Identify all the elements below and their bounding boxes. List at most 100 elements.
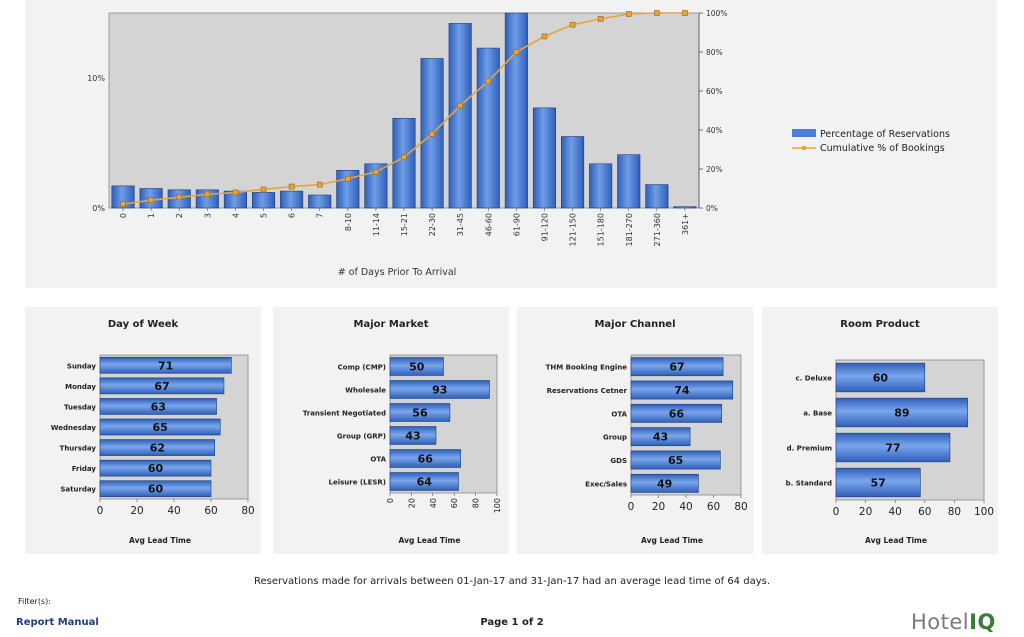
x-tick-label-61-90: 61-90 [512,213,521,236]
x-tick-label: 40 [167,505,180,517]
bar-7 [308,194,332,209]
cumulative-point-361+ [682,10,688,16]
x-tick-label-271-360: 271-360 [653,213,662,246]
right-axis-tick-label: 40% [706,126,723,135]
bar-value-label: 71 [158,359,173,372]
bar-6 [280,190,304,209]
filters-label: Filter(s): [18,597,51,606]
bar-value-label: 93 [432,384,447,397]
cumulative-point-271-360 [654,10,660,16]
x-tick-label: 80 [472,498,481,508]
cumulative-point-121-150 [569,21,576,28]
x-tick-label: 0 [833,506,840,518]
bar-value-label: 60 [148,483,164,496]
bar-value-label: 66 [669,407,685,420]
x-tick-label-0: 0 [119,213,128,218]
report-manual-link[interactable]: Report Manual [16,617,99,628]
x-tick-label: 60 [707,501,720,513]
major-channel-panel: Major Channel 67 THM Booking Engine 74 Reser… [517,307,753,554]
bar-Leisure (LESR) [389,472,459,491]
bar-5 [251,192,276,209]
x-tick-label-2: 2 [175,213,184,218]
day-of-week-chart: Day of Week 71 Sunday 67 Monday 63 Tuesday 65 We… [51,319,255,545]
bar-Friday [99,459,212,477]
x-tick-label-361+: 361+ [681,213,690,235]
hoteliq-logo: HotelIQ [911,610,996,634]
bar-GDS [630,450,721,470]
bar-value-label: 60 [148,462,164,475]
category-label: Exec/Sales [585,480,627,488]
right-axis-tick-label: 20% [706,165,723,174]
category-label: Group (GRP) [337,433,386,441]
x-tick-label: 60 [204,505,217,517]
category-label: Wholesale [345,387,386,395]
bar-Reservations Cetner [630,380,734,400]
bar-Group [630,427,691,447]
cumulative-point-7 [316,181,323,188]
x-tick-label: 100 [493,498,502,513]
bar-value-label: 43 [405,430,420,443]
x-tick-label: 20 [859,506,872,518]
x-tick-label-5: 5 [260,213,269,218]
category-label: Reservations Cetner [547,387,628,395]
major-market-panel: Major Market 50 Comp (CMP) 93 Wholesale 56 Tra… [273,307,509,554]
bar-value-label: 56 [412,407,428,420]
right-axis-tick-label: 100% [706,9,727,18]
x-tick-label-4: 4 [231,213,240,218]
bar-Wholesale [389,380,490,399]
logo-iq-text: IQ [969,610,996,634]
cumulative-point-31-45 [457,102,463,109]
plot-area [389,354,498,494]
category-label: Tuesday [64,403,96,411]
cumulative-point-8-10 [345,175,351,182]
x-tick-label-91-120: 91-120 [540,213,549,241]
category-label: Thursday [60,445,97,453]
bar-value-label: 60 [873,372,889,385]
bar-Monday [99,377,225,395]
category-label: OTA [370,456,386,464]
page-number: Page 1 of 2 [480,617,544,628]
day-of-week-panel: Day of Week 71 Sunday 67 Monday 63 Tuesday 65 We… [25,307,261,554]
bar-271-360 [645,184,669,209]
bar-Sunday [99,356,232,374]
left-axis-tick-label: 0% [92,204,105,213]
cumulative-point-46-60 [485,78,492,85]
x-tick-label: 80 [241,505,254,517]
cumulative-point-4 [232,189,239,196]
x-tick-label-7: 7 [316,213,325,218]
bar-value-label: 67 [669,361,684,374]
bar-Transient Negotiated [389,403,451,422]
legend-line-label: Cumulative % of Bookings [820,143,945,154]
x-axis-label: Avg Lead Time [865,536,927,545]
cumulative-point-2 [176,194,183,201]
bar-181-270 [617,154,641,209]
x-tick-label: 20 [130,505,143,517]
logo-hotel-text: Hotel [911,610,970,634]
x-tick-label: 20 [652,501,665,513]
category-label: Monday [65,383,96,391]
bar-c. Deluxe [835,362,926,393]
x-tick-label: 0 [97,505,104,517]
chart-title: Day of Week [108,319,179,330]
x-tick-label-8-10: 8-10 [344,213,353,231]
category-label: GDS [610,457,627,465]
bar-OTA [630,403,723,423]
bar-151-180 [589,163,613,209]
x-axis-label: Avg Lead Time [129,536,191,545]
left-axis-tick-label: 10% [87,74,105,83]
lead-time-summary: Reservations made for arrivals between 0… [253,576,770,587]
cumulative-point-151-180 [597,16,604,22]
bar-a. Base [835,397,969,428]
x-axis-label: # of Days Prior To Arrival [338,267,457,278]
bar-value-label: 74 [674,384,690,397]
x-tick-label-151-180: 151-180 [597,213,606,246]
bar-361+ [673,206,697,209]
chart-title: Room Product [840,319,920,330]
x-tick-label-121-150: 121-150 [569,213,578,246]
bar-OTA [389,449,461,468]
bar-value-label: 63 [151,400,166,413]
category-label: Wednesday [51,424,97,432]
right-axis-tick-label: 0% [706,204,718,213]
category-label: b. Standard [786,480,832,488]
bar-Group (GRP) [389,426,437,445]
